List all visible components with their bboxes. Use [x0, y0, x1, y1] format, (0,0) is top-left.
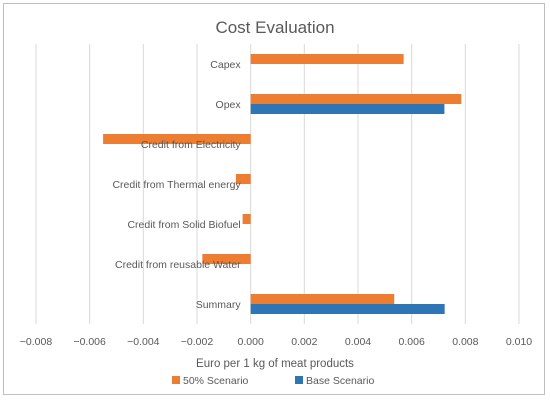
legend: 50% Scenario Base Scenario — [172, 375, 374, 387]
chart-title: Cost Evaluation — [215, 18, 334, 37]
legend-label: Base Scenario — [306, 375, 374, 387]
category-label: Capex — [210, 59, 241, 71]
bar — [242, 214, 251, 224]
bar — [250, 104, 445, 114]
x-tick-label: 0.004 — [345, 336, 371, 348]
category-label: Credit from Thermal energy — [112, 179, 241, 191]
x-tick-label: −0.006 — [73, 336, 106, 348]
bar — [202, 254, 251, 264]
x-tick-label: 0.008 — [452, 336, 478, 348]
category-label: Summary — [196, 299, 242, 311]
legend-label: 50% Scenario — [183, 375, 249, 387]
bar — [250, 304, 445, 314]
legend-swatch — [172, 376, 180, 384]
x-tick-label: 0.002 — [291, 336, 317, 348]
category-label: Credit from Solid Biofuel — [127, 219, 240, 231]
category-labels: Capex Opex Credit from Electricity Credit f… — [112, 59, 241, 311]
category-label: Opex — [216, 99, 242, 111]
x-axis-title: Euro per 1 kg of meat products — [196, 358, 354, 370]
bars — [103, 54, 462, 314]
bar — [103, 134, 251, 144]
x-tick-label: −0.002 — [181, 336, 214, 348]
bar — [235, 174, 251, 184]
bar — [250, 94, 462, 104]
x-tick-label: 0.000 — [238, 336, 264, 348]
x-tick-labels: −0.008 −0.006 −0.004 −0.002 0.000 0.002 0.004 0… — [20, 336, 533, 348]
chart-frame: Cost Evaluation Capex Opex Credit from Ele… — [3, 3, 545, 395]
chart-canvas: Cost Evaluation Capex Opex Credit from Ele… — [20, 18, 533, 387]
x-tick-label: −0.004 — [127, 336, 160, 348]
gridlines — [35, 44, 520, 324]
bar — [250, 54, 404, 64]
category-label: Credit from reusable Water — [115, 259, 241, 271]
legend-swatch — [295, 376, 303, 384]
x-tick-label: −0.008 — [20, 336, 53, 348]
x-tick-label: 0.006 — [399, 336, 425, 348]
x-tick-label: 0.010 — [506, 336, 532, 348]
category-label: Credit from Electricity — [141, 139, 242, 151]
bar — [250, 294, 395, 304]
